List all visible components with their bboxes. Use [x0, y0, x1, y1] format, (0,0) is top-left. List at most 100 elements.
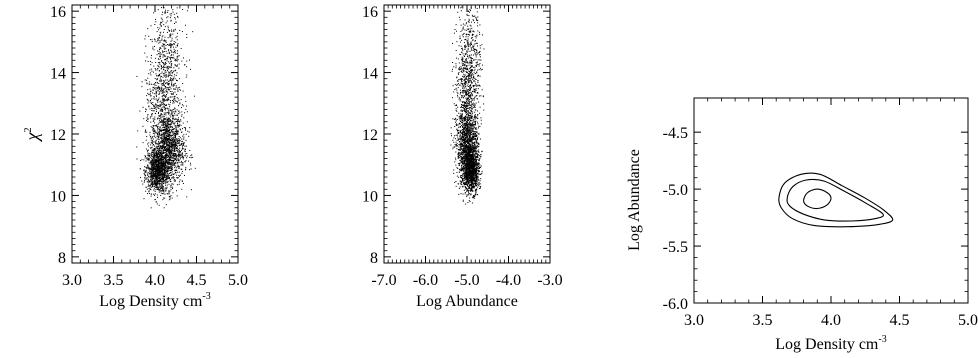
scatter-point	[171, 168, 173, 170]
scatter-point	[153, 168, 155, 170]
scatter-point	[156, 153, 158, 155]
scatter-point	[165, 131, 167, 133]
scatter-point	[167, 138, 169, 140]
scatter-point	[155, 180, 157, 182]
scatter-point	[471, 187, 473, 189]
scatter-point	[155, 179, 157, 181]
scatter-point	[162, 188, 164, 190]
scatter-point	[165, 145, 167, 147]
scatter-point	[174, 118, 176, 120]
scatter-point	[153, 181, 155, 183]
scatter-point	[165, 112, 167, 114]
scatter-point	[178, 175, 180, 177]
scatter-point	[161, 88, 163, 90]
scatter-point	[158, 179, 160, 181]
scatter-point	[176, 101, 178, 103]
scatter-point	[149, 176, 151, 178]
scatter-point	[163, 85, 165, 87]
scatter-point	[181, 60, 183, 62]
scatter-point	[156, 75, 158, 77]
scatter-point	[455, 109, 457, 111]
scatter-point	[162, 142, 164, 144]
scatter-point	[159, 158, 161, 160]
scatter-point	[177, 164, 179, 166]
scatter-point	[156, 54, 158, 56]
x-tick-label: 4.5	[187, 272, 207, 289]
scatter-point	[474, 196, 476, 198]
scatter-point	[162, 181, 164, 183]
scatter-point	[171, 130, 173, 132]
scatter-point	[155, 143, 157, 145]
scatter-point	[151, 154, 153, 156]
scatter-point	[166, 88, 168, 90]
scatter-point	[462, 176, 464, 178]
scatter-point	[163, 98, 165, 100]
scatter-point	[144, 176, 146, 178]
scatter-point	[165, 130, 167, 132]
scatter-point	[465, 127, 467, 129]
scatter-point	[467, 177, 469, 179]
scatter-point	[151, 153, 153, 155]
scatter-point	[178, 125, 180, 127]
scatter-point	[467, 180, 469, 182]
scatter-point	[152, 148, 154, 150]
scatter-point	[163, 163, 165, 165]
scatter-point	[474, 179, 476, 181]
scatter-point	[156, 150, 158, 152]
scatter-point	[182, 148, 184, 150]
scatter-point	[468, 170, 470, 172]
scatter-point	[181, 180, 183, 182]
scatter-point	[169, 17, 171, 19]
scatter-point	[176, 145, 178, 147]
scatter-point	[473, 166, 475, 168]
scatter-point	[467, 141, 469, 143]
scatter-point	[165, 123, 167, 125]
scatter-point	[164, 156, 166, 158]
scatter-point	[456, 143, 458, 145]
scatter-point	[161, 22, 163, 24]
scatter-point	[184, 24, 186, 26]
scatter-point	[476, 166, 478, 168]
scatter-point	[157, 58, 159, 60]
scatter-point	[166, 139, 168, 141]
scatter-point	[474, 181, 476, 183]
scatter-point	[154, 45, 156, 47]
scatter-point	[152, 89, 154, 91]
scatter-point	[170, 194, 172, 196]
scatter-point	[171, 163, 173, 165]
scatter-point	[476, 194, 478, 196]
scatter-point	[159, 46, 161, 48]
y-tick-label: 16	[50, 4, 66, 21]
scatter-point	[161, 151, 163, 153]
scatter-point	[164, 55, 166, 57]
scatter-point	[160, 137, 162, 139]
scatter-point	[156, 78, 158, 80]
scatter-point	[180, 48, 182, 50]
scatter-point	[181, 144, 183, 146]
scatter-point	[153, 156, 155, 158]
scatter-point	[162, 141, 164, 143]
scatter-point	[153, 159, 155, 161]
scatter-point	[146, 177, 148, 179]
scatter-point	[158, 163, 160, 165]
scatter-point	[156, 156, 158, 158]
scatter-point	[463, 179, 465, 181]
scatter-point	[157, 143, 159, 145]
scatter-point	[152, 120, 154, 122]
scatter-point	[152, 138, 154, 140]
scatter-point	[152, 131, 154, 133]
scatter-point	[455, 164, 457, 166]
scatter-point	[186, 152, 188, 154]
scatter-point	[184, 150, 186, 152]
scatter-point	[174, 149, 176, 151]
scatter-point	[155, 152, 157, 154]
scatter-point	[169, 149, 171, 151]
scatter-point	[156, 124, 158, 126]
scatter-point	[162, 51, 164, 53]
scatter-point	[475, 178, 477, 180]
scatter-point	[465, 167, 467, 169]
scatter-point	[156, 138, 158, 140]
scatter-point	[165, 83, 167, 85]
scatter-point	[178, 153, 180, 155]
scatter-point	[162, 186, 164, 188]
